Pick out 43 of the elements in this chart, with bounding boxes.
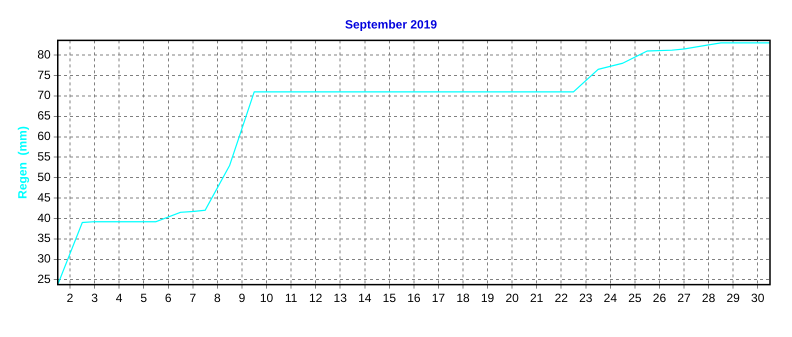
x-tick-label: 28 — [702, 291, 716, 306]
x-tick-label: 17 — [432, 291, 446, 306]
x-tick-label: 10 — [260, 291, 274, 306]
x-tick-label: 30 — [751, 291, 765, 306]
y-tick-label: 65 — [37, 108, 52, 123]
x-tick-label: 25 — [628, 291, 642, 306]
y-tick-label: 55 — [37, 150, 52, 164]
y-axis-title: Regen (mm) — [16, 126, 30, 199]
chart-title: September 2019 — [344, 18, 438, 32]
x-tick-label: 19 — [480, 291, 495, 306]
x-tick-label: 9 — [238, 291, 246, 306]
x-tick-label: 7 — [189, 291, 196, 306]
y-tick-label: 40 — [37, 210, 52, 225]
y-tick-label: 30 — [37, 252, 52, 266]
x-tick-label: 12 — [308, 291, 323, 306]
x-tick-label: 3 — [91, 291, 98, 306]
x-tick-label: 13 — [334, 291, 348, 306]
y-tick-label: 80 — [37, 47, 52, 62]
x-tick-label: 14 — [358, 291, 372, 306]
y-tick-label: 60 — [37, 129, 52, 144]
x-tick-label: 29 — [726, 291, 740, 306]
x-tick-label: 23 — [579, 291, 593, 306]
x-tick-label: 20 — [505, 291, 520, 306]
y-tick-label: 75 — [37, 68, 52, 82]
y-tick-label: 70 — [37, 88, 52, 102]
x-tick-label: 4 — [116, 291, 123, 306]
y-tick-label: 35 — [37, 231, 52, 246]
x-tick-label: 5 — [140, 291, 148, 306]
x-tick-label: 21 — [530, 291, 544, 306]
x-tick-label: 15 — [382, 291, 396, 306]
x-tick-label: 24 — [604, 291, 618, 306]
y-tick-label: 50 — [37, 170, 52, 184]
y-tick-label: 45 — [37, 190, 52, 204]
x-tick-label: 6 — [164, 291, 172, 306]
x-tick-label: 8 — [214, 291, 222, 306]
x-tick-label: 11 — [284, 291, 298, 306]
x-tick-label: 2 — [66, 291, 74, 306]
x-tick-label: 26 — [652, 291, 666, 306]
x-tick-label: 27 — [677, 291, 692, 306]
x-tick-label: 22 — [554, 291, 568, 306]
x-tick-label: 16 — [407, 291, 421, 306]
x-tick-label: 18 — [456, 291, 470, 306]
y-tick-label: 25 — [37, 272, 52, 286]
